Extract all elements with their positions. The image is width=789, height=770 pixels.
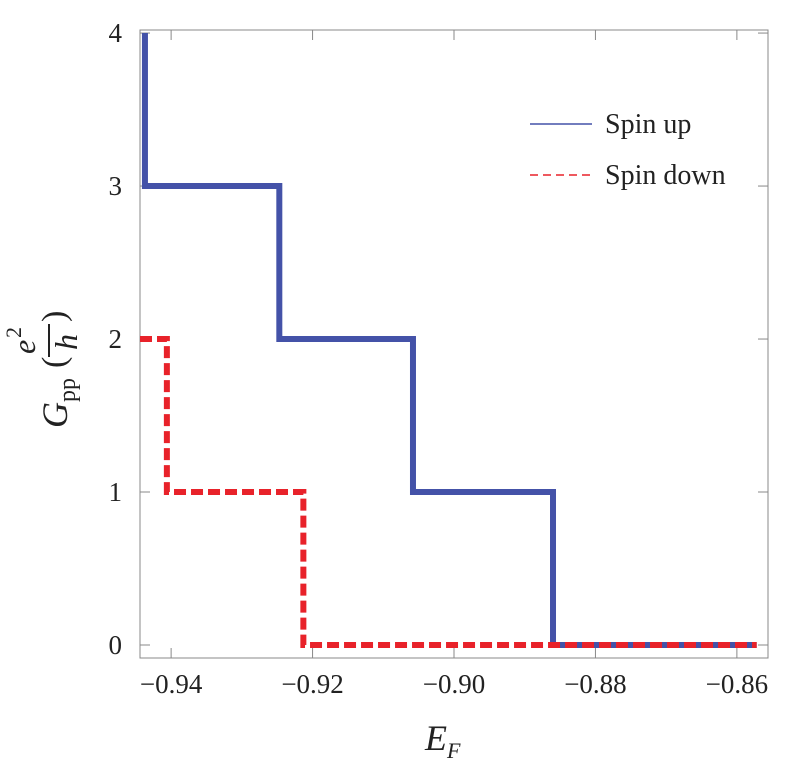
x-label-symbol: E (424, 718, 447, 758)
y-axis-label: G pp ( e 2 h ) (1, 311, 84, 428)
y-label-paren: ) (36, 311, 73, 322)
y-tick-label: 4 (109, 18, 123, 48)
y-label-symbol: G (35, 402, 75, 428)
y-label-subscript: pp (55, 378, 81, 402)
x-tick-label: −0.88 (564, 669, 626, 699)
step-line (141, 33, 757, 648)
legend-label: Spin down (605, 160, 726, 191)
y-tick-label: 2 (109, 324, 123, 354)
legend-label: Spin up (605, 109, 691, 140)
x-tick-label: −0.90 (423, 669, 485, 699)
x-tick-label: −0.92 (281, 669, 343, 699)
y-label-denominator: h (48, 334, 84, 350)
y-label-numerator: e (6, 340, 42, 354)
x-label-subscript: F (446, 738, 461, 763)
y-tick-label: 3 (109, 171, 123, 201)
x-tick-label: −0.86 (706, 669, 768, 699)
y-tick-label: 0 (109, 630, 123, 660)
y-tick-label: 1 (109, 477, 123, 507)
y-label-paren: ( (36, 357, 73, 368)
x-tick-label: −0.94 (140, 669, 203, 699)
y-label-exponent: 2 (1, 327, 26, 338)
step-line (140, 336, 757, 648)
